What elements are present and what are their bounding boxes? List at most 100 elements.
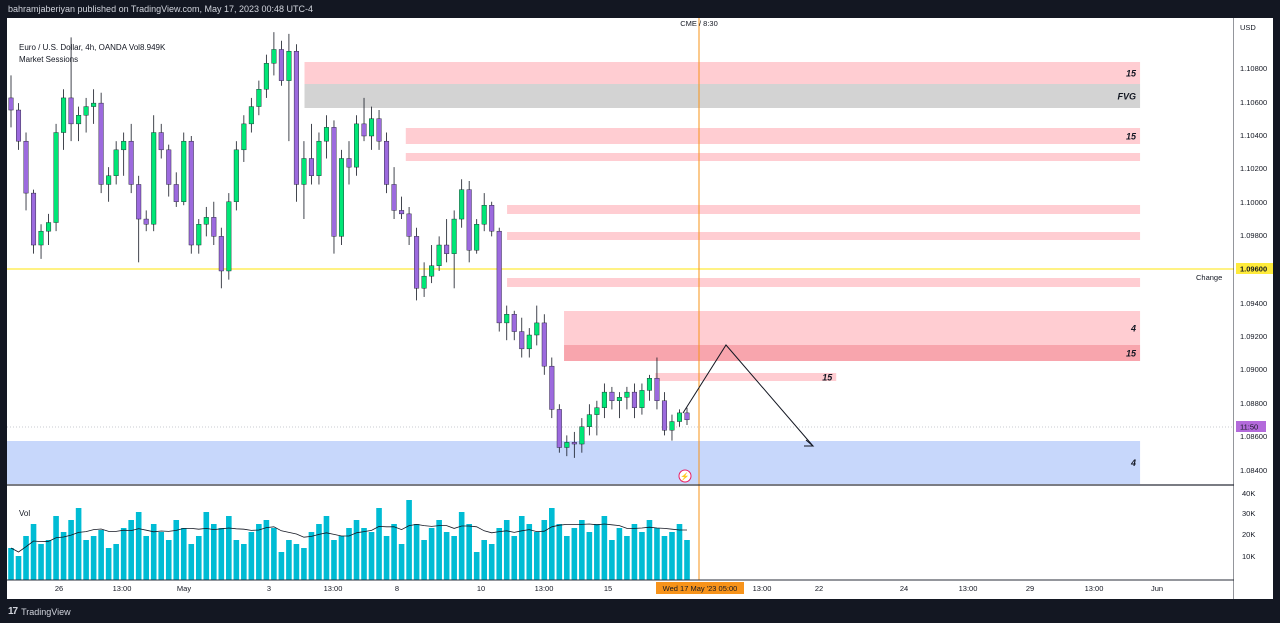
candle: [84, 98, 89, 133]
volume-bar: [68, 520, 74, 580]
volume-bar: [324, 516, 330, 580]
volume-bar: [541, 520, 547, 580]
volume-bar: [166, 540, 172, 580]
candle: [234, 141, 239, 210]
candle: [677, 409, 682, 426]
volume-bar: [639, 532, 645, 580]
candle-body: [279, 49, 284, 80]
volume-bar: [241, 544, 247, 580]
volume-bar: [376, 508, 382, 580]
candle-body: [610, 392, 615, 401]
price-tick: 1.09000: [1240, 365, 1267, 374]
candle: [317, 133, 322, 185]
volume-bar: [391, 524, 397, 580]
zone-supply: [507, 205, 1140, 214]
candle-body: [31, 193, 36, 245]
candle-body: [76, 115, 81, 124]
candle-body: [294, 51, 299, 184]
candle-body: [196, 224, 201, 245]
candle-body: [512, 314, 517, 331]
candle-body: [264, 63, 269, 89]
volume-tick: 30K: [1242, 509, 1255, 518]
volume-bar: [61, 532, 67, 580]
volume-bar: [399, 544, 405, 580]
volume-bar: [136, 512, 142, 580]
volume-bar: [226, 516, 232, 580]
candle: [482, 193, 487, 231]
candle: [429, 245, 434, 283]
candle: [377, 110, 382, 150]
volume-bar: [662, 536, 668, 580]
candle: [114, 141, 119, 184]
volume-bar: [31, 524, 37, 580]
candle-body: [302, 158, 307, 184]
volume-bar: [339, 536, 345, 580]
volume-bar: [128, 520, 134, 580]
time-tick: 10: [477, 584, 485, 593]
candle: [287, 34, 292, 141]
candle: [332, 120, 337, 253]
time-tick: 8: [395, 584, 399, 593]
candle-body: [46, 223, 51, 232]
candle: [670, 415, 675, 441]
zone-supply: [655, 373, 836, 381]
candle-body: [339, 158, 344, 236]
zone-supply_strong: [564, 345, 1140, 361]
volume-bar: [301, 548, 307, 580]
candle-body: [257, 89, 262, 106]
volume-bar: [173, 520, 179, 580]
symbol-legend[interactable]: Euro / U.S. Dollar, 4h, OANDA Vol8.949K: [19, 43, 165, 52]
candle: [617, 392, 622, 418]
volume-bar: [309, 532, 315, 580]
candle-body: [534, 323, 539, 335]
candle-body: [166, 150, 171, 185]
volume-bar: [38, 544, 44, 580]
candle-body: [557, 409, 562, 447]
candle-body: [595, 408, 600, 415]
candle: [46, 214, 51, 245]
candle: [204, 207, 209, 236]
session-label: CME / 8:30: [680, 19, 718, 28]
chart-panel[interactable]: 15 FVG 15 4 15 15 4 Change CME / 8:30 ⚡ USD 1.1…: [7, 18, 1273, 599]
volume-bar: [444, 532, 450, 580]
candle: [519, 318, 524, 358]
volume-bar: [279, 552, 285, 580]
candle: [159, 124, 164, 159]
chart-canvas[interactable]: 15 FVG 15 4 15 15 4 Change CME / 8:30 ⚡ USD 1.1…: [7, 18, 1273, 599]
zone-supply: [406, 128, 1140, 144]
candle-body: [489, 205, 494, 231]
candle: [527, 328, 532, 357]
price-tick: 1.10600: [1240, 98, 1267, 107]
candle: [610, 387, 615, 409]
candle-body: [444, 245, 449, 254]
cursor-price-label: 11:50: [1240, 423, 1258, 432]
candle-body: [474, 224, 479, 250]
volume-bar: [196, 536, 202, 580]
volume-bar: [271, 528, 277, 580]
time-tag-label: Wed 17 May '23 05:00: [663, 584, 738, 593]
candle: [407, 207, 412, 245]
candle-body: [54, 133, 59, 223]
candle-body: [114, 150, 119, 176]
indicator-legend[interactable]: Market Sessions: [19, 55, 78, 64]
candle-body: [174, 184, 179, 201]
volume-bar: [504, 520, 510, 580]
candle-body: [497, 231, 502, 323]
candle: [557, 404, 562, 452]
volume-bar: [549, 508, 555, 580]
candle: [272, 32, 277, 75]
volume-bar: [436, 520, 442, 580]
candle: [61, 89, 66, 150]
volume-bar: [466, 524, 472, 580]
volume-bar: [654, 528, 660, 580]
volume-bar: [294, 544, 300, 580]
volume-legend[interactable]: Vol: [19, 509, 30, 518]
zone-label: 4: [1130, 324, 1136, 334]
candle-body: [459, 190, 464, 219]
candle: [414, 228, 419, 301]
candle: [655, 358, 660, 410]
candle-body: [129, 141, 134, 184]
level-price-tick: 1.09600: [1240, 265, 1267, 274]
candle: [249, 98, 254, 133]
candle-body: [69, 98, 74, 124]
